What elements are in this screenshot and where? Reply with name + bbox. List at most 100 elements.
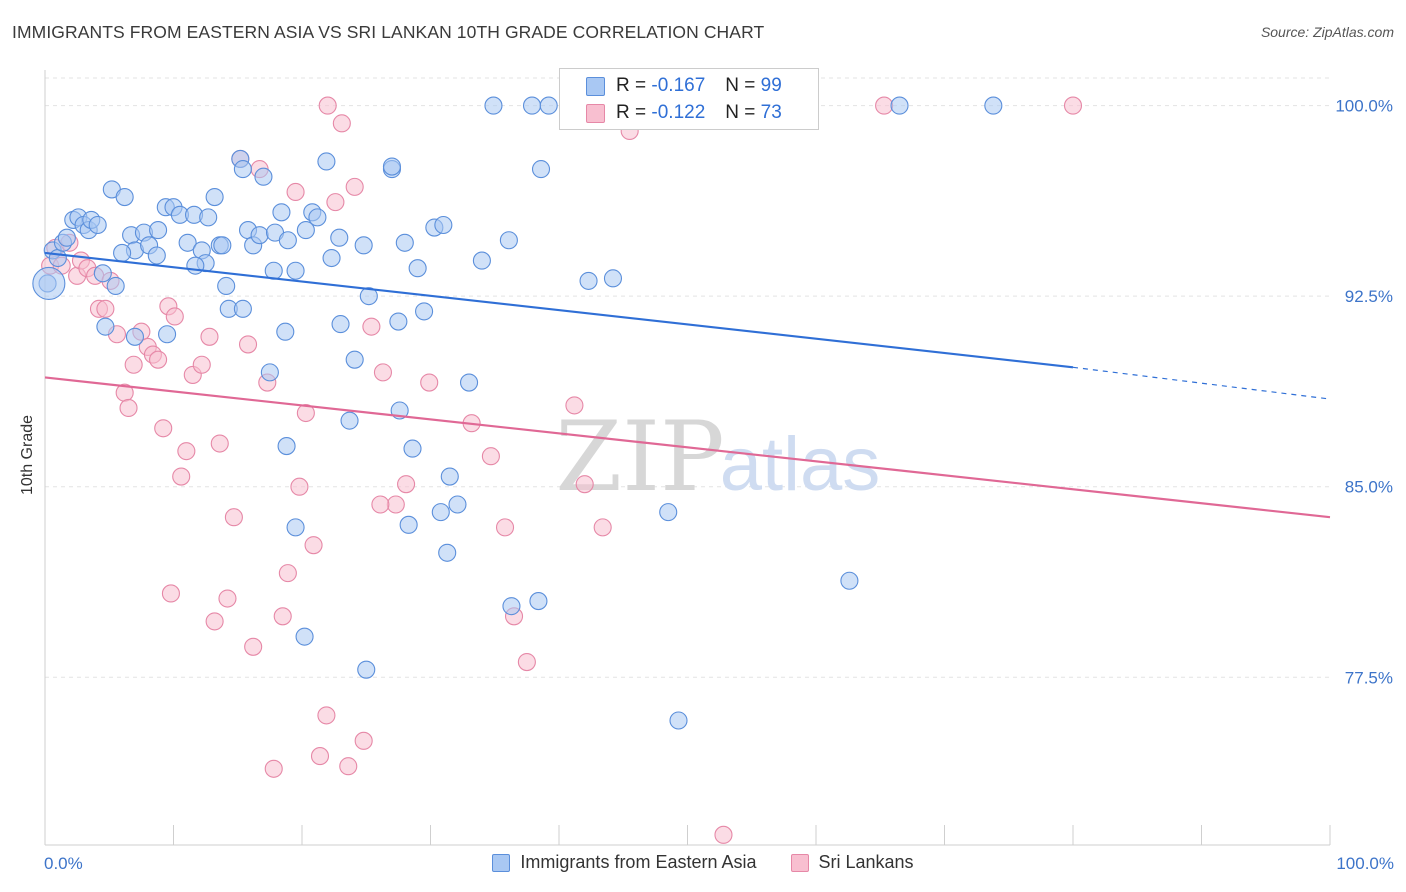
- eastern-asia-point: [233, 160, 252, 179]
- eastern-asia-point: [186, 256, 205, 275]
- eastern-asia-point: [984, 96, 1003, 115]
- eastern-asia-point: [399, 515, 418, 534]
- eastern-asia-point: [57, 228, 76, 247]
- sri-lankans-point: [371, 495, 390, 514]
- sri-lankans-point: [96, 299, 115, 318]
- eastern-asia-point: [440, 467, 459, 486]
- sri-lankans-point: [244, 637, 263, 656]
- sri-lankans-point: [326, 193, 345, 212]
- sri-lankans-point: [310, 747, 330, 766]
- eastern-asia-point: [149, 221, 168, 240]
- legend-item-eastern-asia[interactable]: Immigrants from Eastern Asia: [492, 852, 757, 873]
- eastern-asia-point: [539, 96, 558, 115]
- eastern-asia-point: [199, 208, 218, 227]
- sri-lankans-point: [714, 825, 733, 844]
- eastern-asia-point: [272, 203, 291, 222]
- x-tick-label-max: 100.0%: [1336, 854, 1394, 873]
- sri-lankans-point: [224, 508, 243, 527]
- legend-label-sri-lankans: Sri Lankans: [818, 852, 914, 872]
- eastern-asia-point: [840, 571, 859, 590]
- eastern-asia-point: [669, 711, 688, 730]
- eastern-asia-point: [531, 160, 551, 179]
- sri-lankans-point: [149, 350, 168, 369]
- sri-lankans-point: [200, 327, 219, 346]
- eastern-asia-point: [295, 627, 314, 646]
- sri-lankans-point: [495, 518, 515, 537]
- trend-lines: [44, 251, 1331, 519]
- r-label: R =: [616, 102, 647, 123]
- eastern-asia-point: [438, 543, 457, 562]
- sri-lankans-point: [354, 731, 373, 750]
- eastern-asia-point: [286, 518, 305, 537]
- eastern-asia-point: [93, 264, 112, 283]
- eastern-asia-point: [395, 233, 414, 252]
- eastern-asia-point: [890, 96, 909, 115]
- y-tick-label: 85.0%: [1345, 478, 1393, 497]
- eastern-asia-point: [472, 251, 491, 270]
- legend-swatch-blue: [492, 853, 511, 872]
- sri-lankans-point: [238, 335, 258, 354]
- eastern-asia-point: [415, 302, 434, 321]
- sri-lankans-point: [286, 182, 305, 202]
- legend-item-sri-lankans[interactable]: Sri Lankans: [790, 852, 914, 873]
- eastern-asia-point: [340, 411, 359, 430]
- sri-lankans-point: [296, 403, 315, 423]
- eastern-asia-point: [382, 157, 402, 176]
- eastern-asia-point: [205, 187, 224, 207]
- eastern-asia-point: [277, 437, 296, 456]
- chart-title: IMMIGRANTS FROM EASTERN ASIA VS SRI LANK…: [12, 22, 765, 42]
- eastern-asia-point: [254, 167, 273, 186]
- n-label: N =: [725, 75, 756, 96]
- r-value: -0.122: [651, 102, 706, 123]
- x-tick-label-min: 0.0%: [44, 854, 83, 873]
- sri-lankans-point: [386, 495, 405, 514]
- eastern-asia-point: [217, 276, 236, 296]
- eastern-asia-point: [88, 215, 107, 235]
- sri-lankans-point: [565, 396, 584, 415]
- eastern-asia-point: [286, 261, 305, 280]
- eastern-asia-point: [115, 187, 134, 207]
- sri-lankans-point: [273, 607, 292, 626]
- sri-lankans-point: [205, 612, 224, 631]
- sri-lankans-point: [517, 652, 536, 672]
- legend-row-blue: R = -0.167 N = 99: [616, 73, 782, 99]
- eastern-asia-point: [434, 215, 453, 235]
- y-tick-label: 100.0%: [1335, 97, 1393, 116]
- sri-lankans-point: [177, 442, 196, 461]
- r-value: -0.167: [651, 75, 706, 96]
- legend-row-pink: R = -0.122 N = 73: [616, 100, 782, 126]
- sri-lankans-point: [119, 398, 138, 418]
- sri-lankans-point: [1063, 96, 1083, 115]
- eastern-asia-point: [357, 660, 376, 679]
- eastern-asia-point: [431, 503, 450, 522]
- eastern-asia-point: [330, 228, 349, 247]
- eastern-asia-point: [403, 439, 422, 458]
- sri-lankans-point: [192, 355, 211, 374]
- eastern-asia-point: [408, 259, 427, 278]
- y-tick-label: 92.5%: [1345, 287, 1393, 306]
- eastern-asia-point: [96, 317, 115, 336]
- sri-lankans-point: [165, 307, 184, 326]
- eastern-asia-point: [389, 312, 408, 331]
- eastern-asia-point: [529, 592, 548, 611]
- sri-lankans-point: [481, 447, 500, 466]
- watermark-atlas: atlas: [720, 422, 881, 507]
- eastern-asia-point: [233, 299, 252, 318]
- eastern-asia-point: [579, 271, 598, 290]
- eastern-asia-point: [502, 597, 521, 616]
- correlation-legend: R = -0.167 N = 99 R = -0.122 N = 73: [559, 68, 819, 130]
- eastern-asia-point: [359, 287, 378, 306]
- eastern-asia-point: [32, 266, 66, 300]
- eastern-asia-point: [308, 208, 327, 227]
- sri-lankans-point: [218, 589, 237, 608]
- eastern-asia-point: [522, 96, 542, 115]
- sri-lankans-point: [339, 757, 358, 776]
- eastern-asia-point: [113, 243, 132, 263]
- sri-lankans-point: [278, 564, 297, 583]
- sri-lankans-point: [397, 475, 416, 494]
- eastern-asia-point: [354, 236, 373, 255]
- sri-lankans-point: [317, 706, 336, 725]
- sri-lankans-point: [345, 177, 364, 196]
- sri-lankans-point: [875, 96, 894, 115]
